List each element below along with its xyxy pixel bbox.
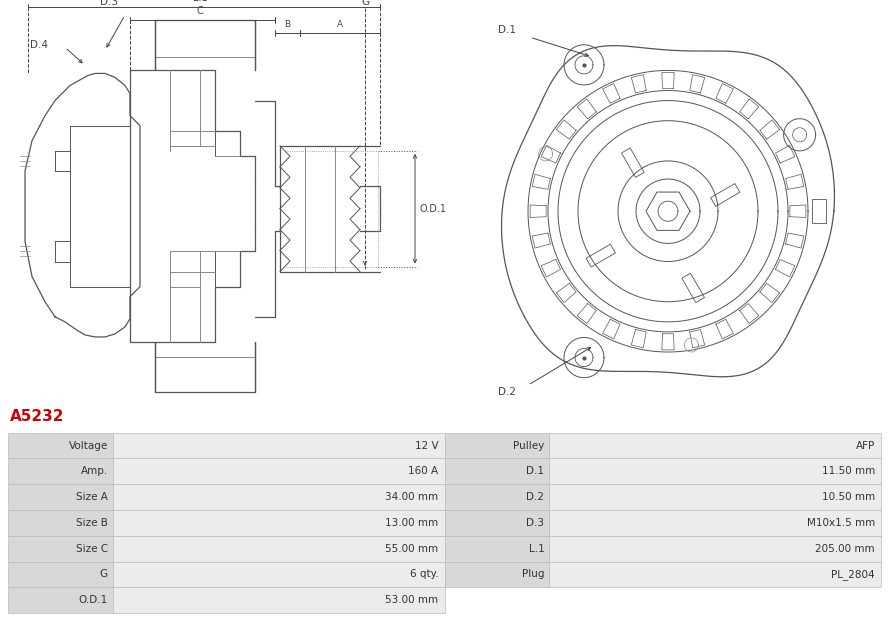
Text: D.1: D.1 <box>498 25 516 35</box>
Bar <box>586 244 615 267</box>
Text: A5232: A5232 <box>10 409 65 424</box>
Text: 12 V: 12 V <box>415 440 438 450</box>
Bar <box>8 510 113 536</box>
Text: G: G <box>100 569 108 579</box>
Bar <box>113 587 444 613</box>
Text: 10.50 mm: 10.50 mm <box>821 492 875 502</box>
Bar <box>113 510 444 536</box>
Text: 6 qty.: 6 qty. <box>410 569 438 579</box>
Text: Voltage: Voltage <box>68 440 108 450</box>
Bar <box>812 199 826 223</box>
Text: 11.50 mm: 11.50 mm <box>821 467 875 477</box>
Text: D.2: D.2 <box>498 388 516 397</box>
Bar <box>444 561 549 587</box>
Text: Plug: Plug <box>522 569 544 579</box>
Bar <box>549 459 881 484</box>
Bar <box>113 561 444 587</box>
Bar <box>8 433 113 459</box>
Bar <box>113 484 444 510</box>
Text: D.2: D.2 <box>526 492 544 502</box>
Text: D.3: D.3 <box>100 0 118 7</box>
Bar <box>8 459 113 484</box>
Text: A: A <box>337 20 343 29</box>
Bar <box>549 484 881 510</box>
Bar <box>113 459 444 484</box>
Bar <box>8 587 113 613</box>
Text: D.1: D.1 <box>526 467 544 477</box>
Bar <box>549 510 881 536</box>
Bar <box>444 510 549 536</box>
Text: 160 A: 160 A <box>408 467 438 477</box>
Text: G: G <box>361 0 369 7</box>
Bar <box>8 561 113 587</box>
Text: 53.00 mm: 53.00 mm <box>385 595 438 605</box>
Text: 13.00 mm: 13.00 mm <box>385 518 438 528</box>
Text: Pulley: Pulley <box>513 440 544 450</box>
Text: D.4: D.4 <box>30 40 48 50</box>
Bar <box>113 433 444 459</box>
Text: M10x1.5 mm: M10x1.5 mm <box>806 518 875 528</box>
Text: B: B <box>284 20 290 29</box>
Bar <box>444 536 549 561</box>
Bar <box>549 433 881 459</box>
Bar <box>113 536 444 561</box>
Text: D.3: D.3 <box>526 518 544 528</box>
Bar <box>549 561 881 587</box>
Bar <box>444 459 549 484</box>
Bar <box>682 273 704 303</box>
Text: L.1: L.1 <box>528 544 544 554</box>
Bar <box>549 536 881 561</box>
Text: PL_2804: PL_2804 <box>831 569 875 580</box>
Text: Size A: Size A <box>76 492 108 502</box>
Text: 55.00 mm: 55.00 mm <box>385 544 438 554</box>
Text: 205.00 mm: 205.00 mm <box>815 544 875 554</box>
Text: Amp.: Amp. <box>81 467 108 477</box>
Text: O.D.1: O.D.1 <box>78 595 108 605</box>
Text: AFP: AFP <box>856 440 875 450</box>
Bar <box>710 184 740 206</box>
Bar <box>621 148 645 178</box>
Text: Size B: Size B <box>76 518 108 528</box>
Text: L.1: L.1 <box>193 0 207 3</box>
Bar <box>8 536 113 561</box>
Text: 34.00 mm: 34.00 mm <box>385 492 438 502</box>
Text: O.D.1: O.D.1 <box>420 204 447 214</box>
Text: C: C <box>196 6 204 16</box>
Bar <box>444 433 549 459</box>
Text: Size C: Size C <box>76 544 108 554</box>
Bar <box>444 484 549 510</box>
Bar <box>8 484 113 510</box>
